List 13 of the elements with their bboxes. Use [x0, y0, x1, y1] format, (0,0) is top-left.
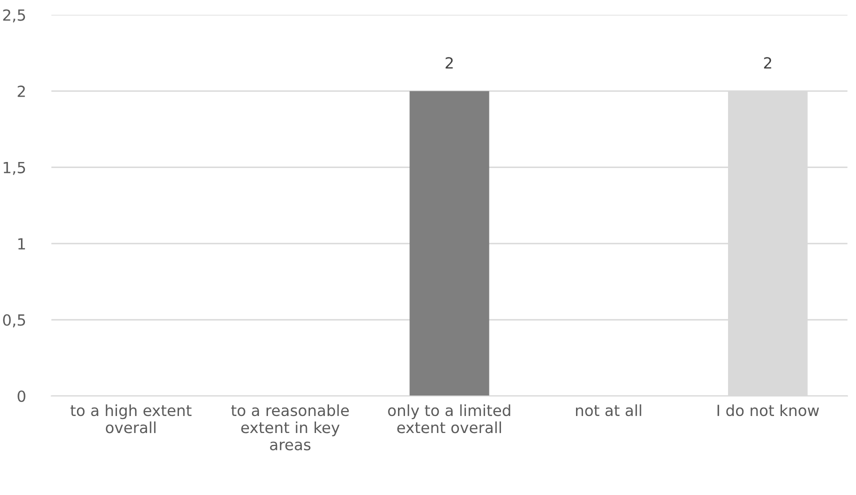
y-tick-label: 2,5: [3, 9, 26, 22]
x-tick-label: not at all: [576, 404, 642, 416]
x-tick-label: I do not know: [718, 404, 819, 416]
y-tick-label: 0,5: [3, 314, 26, 328]
x-tick-label: to a high extent overall: [70, 404, 192, 434]
y-tick-label: 2: [18, 86, 25, 97]
y-tick-label: 1,5: [4, 162, 26, 175]
data-label: 2: [446, 57, 453, 68]
data-label: 2: [764, 57, 772, 68]
x-tick-label: only to a limited extent overall: [388, 404, 510, 434]
y-tick-label: 1: [18, 238, 25, 250]
x-tick-label: to a reasonable extent in key areas: [231, 404, 349, 450]
y-tick-label: 0: [18, 390, 26, 402]
